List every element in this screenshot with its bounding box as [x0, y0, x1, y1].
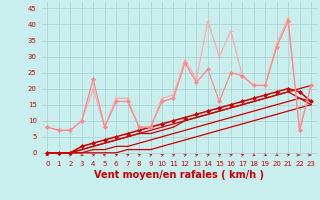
X-axis label: Vent moyen/en rafales ( km/h ): Vent moyen/en rafales ( km/h ) [94, 170, 264, 180]
